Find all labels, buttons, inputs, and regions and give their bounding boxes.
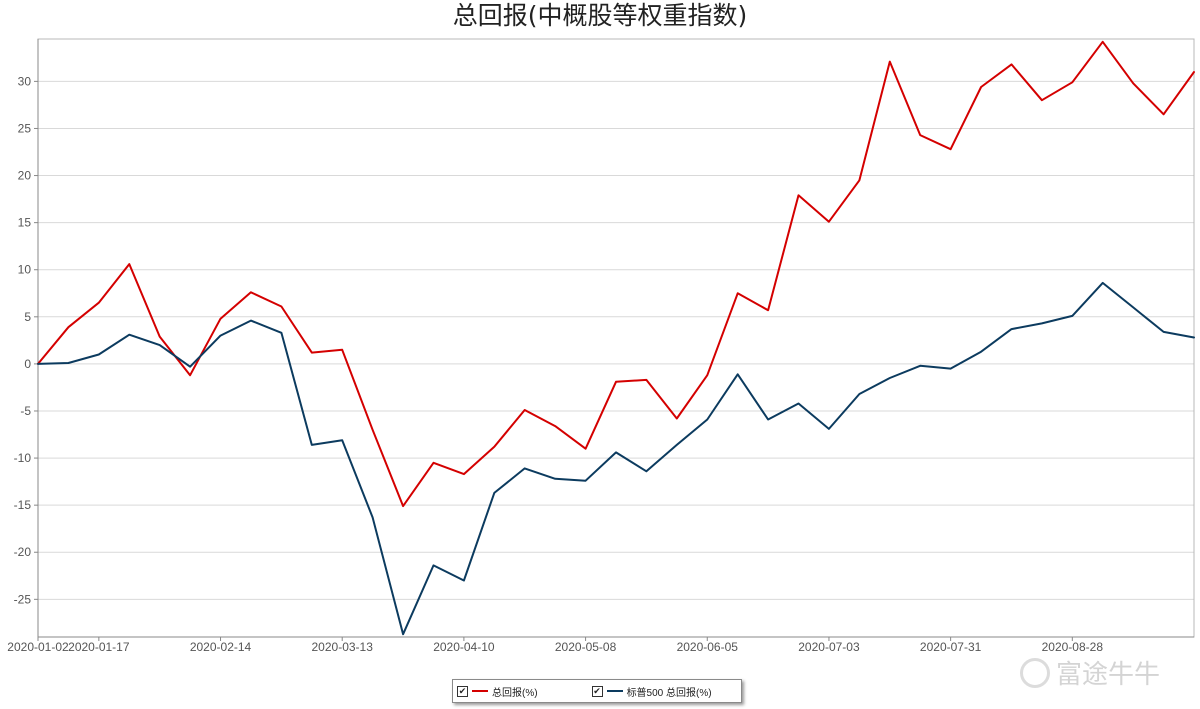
series-line-sp500 [37, 281, 1195, 636]
y-tick-label: 10 [18, 263, 32, 277]
y-tick-label: -10 [14, 451, 32, 465]
legend-item-sp500[interactable]: ✔ 标普500 总回报(%) [591, 684, 712, 699]
checkbox-icon[interactable]: ✔ [591, 685, 603, 697]
x-tick-label: 2020-03-13 [312, 640, 374, 654]
series-lines [37, 40, 1195, 636]
watermark-text: 富途牛牛 [1056, 660, 1161, 690]
x-tick-label: 2020-07-03 [798, 640, 860, 654]
y-tick-label: 0 [24, 357, 31, 371]
x-tick-label: 2020-01-02 [7, 640, 69, 654]
y-tick-label: 15 [18, 216, 32, 230]
chart-title: 总回报(中概股等权重指数) [452, 1, 748, 30]
x-tick-label: 2020-06-05 [677, 640, 739, 654]
x-tick-label: 2020-07-31 [920, 640, 982, 654]
x-tick-label: 2020-04-10 [433, 640, 495, 654]
y-tick-label: 30 [18, 74, 32, 88]
y-tick-label: -20 [14, 545, 32, 559]
y-tick-label: 5 [24, 310, 31, 324]
legend-swatch-sp500 [606, 690, 623, 692]
y-tick-label: -5 [20, 404, 31, 418]
watermark: 富途牛牛 [1020, 654, 1160, 691]
y-tick-label: 25 [18, 121, 32, 135]
series-line-total-return [37, 40, 1195, 508]
legend-label-sp500: 标普500 总回报(%) [626, 687, 712, 699]
futu-logo-icon [1020, 657, 1050, 688]
y-tick-label: 20 [18, 169, 32, 183]
y-tick-label: -25 [14, 592, 32, 606]
x-tick-label: 2020-02-14 [190, 640, 252, 654]
legend: ✔ 总回报(%) ✔ 标普500 总回报(%) [452, 679, 742, 703]
y-tick-label: -15 [14, 498, 32, 512]
legend-item-total-return[interactable]: ✔ 总回报(%) [457, 684, 538, 699]
legend-swatch-total-return [472, 690, 488, 692]
x-tick-label: 2020-08-28 [1042, 640, 1104, 654]
grid-lines [38, 80, 1194, 600]
checkbox-icon[interactable]: ✔ [457, 685, 468, 697]
legend-label-total-return: 总回报(%) [492, 687, 538, 699]
x-tick-label: 2020-01-17 [68, 640, 130, 654]
x-tick-label: 2020-05-08 [555, 640, 617, 654]
